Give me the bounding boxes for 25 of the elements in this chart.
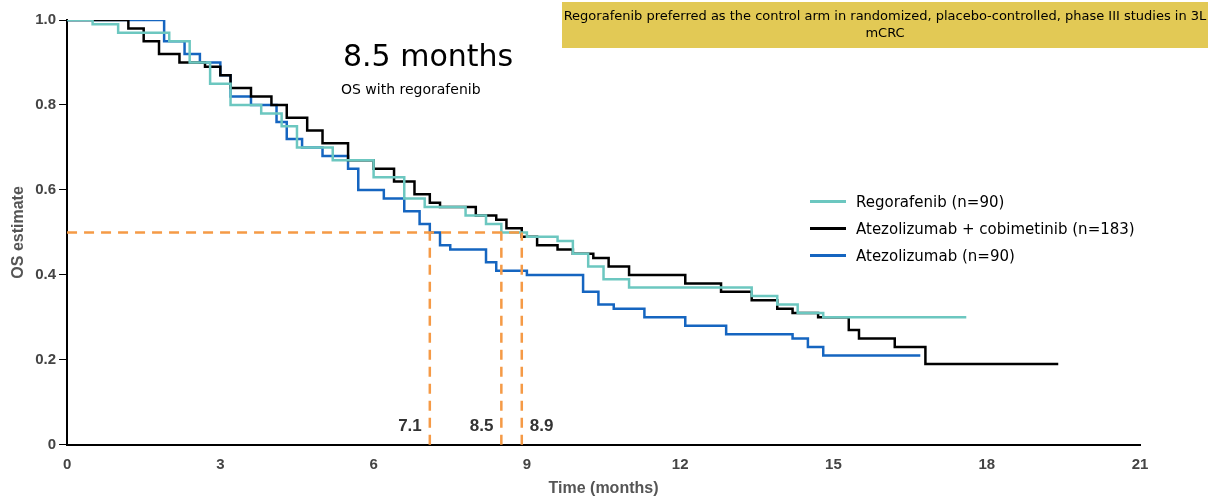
x-tick-label: 6 (369, 454, 378, 472)
legend-label: Atezolizumab (n=90) (856, 246, 1015, 265)
legend-label: Regorafenib (n=90) (856, 192, 1005, 211)
x-tick-label: 9 (522, 454, 532, 472)
annotation: 8.5 months (343, 38, 514, 73)
annotation: OS with regorafenib (341, 81, 481, 97)
x-tick-label: 18 (978, 454, 996, 472)
y-tick-label: 0.8 (35, 95, 57, 113)
y-axis-title: OS estimate (9, 186, 27, 279)
ref-line-label: 7.1 (398, 415, 422, 435)
y-tick-label: 0.4 (35, 265, 57, 283)
y-tick-label: 0.2 (35, 349, 57, 367)
y-tick-label: 0.6 (35, 180, 57, 198)
y-tick-label: 1.0 (35, 10, 57, 28)
legend-label: Atezolizumab + cobimetinib (n=183) (856, 219, 1135, 238)
banner: Regorafenib preferred as the control arm in randomized, placebo-controlled, phase III studies in 3L mCRC (562, 2, 1208, 48)
ref-line-label: 8.9 (529, 415, 554, 435)
y-tick-label: 0 (47, 434, 57, 452)
x-tick-label: 21 (1131, 454, 1149, 472)
x-tick-label: 12 (671, 454, 689, 472)
ref-line-label: 8.5 (469, 415, 494, 435)
x-tick-label: 3 (216, 454, 225, 472)
x-axis-title: Time (months) (548, 478, 659, 496)
x-tick-label: 0 (62, 454, 72, 472)
x-tick-label: 15 (825, 454, 842, 472)
